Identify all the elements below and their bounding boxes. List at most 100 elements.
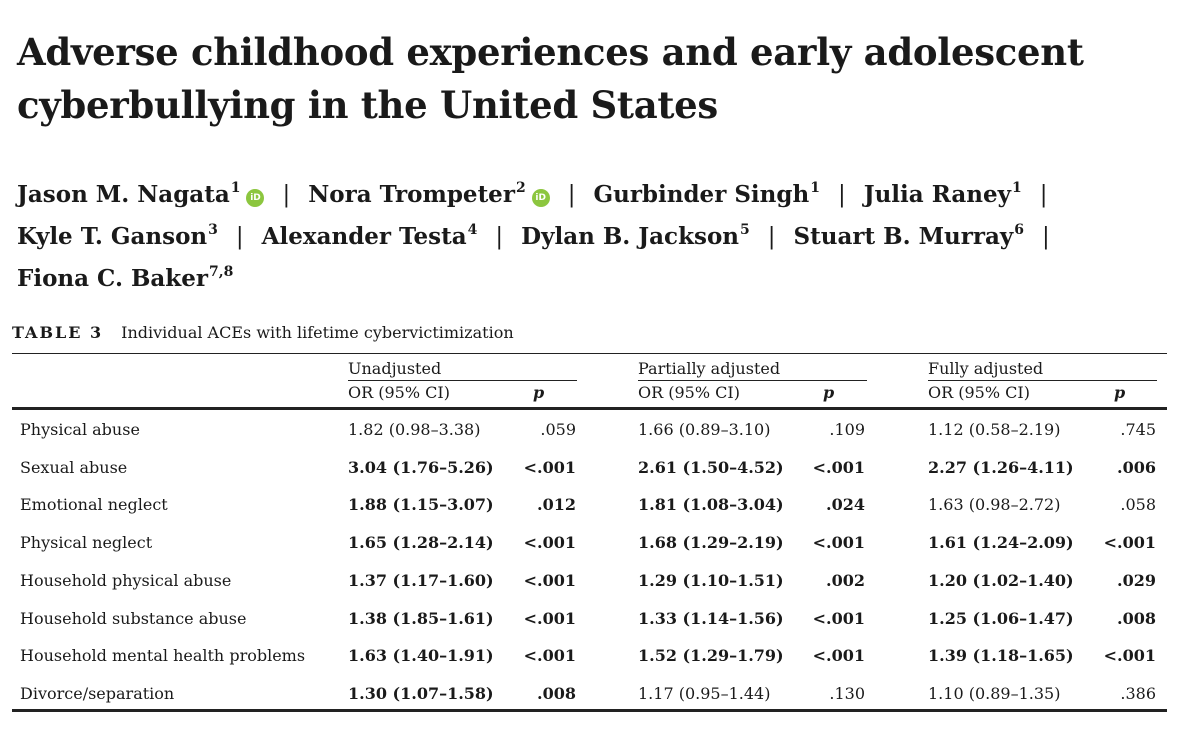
author-affiliation: 4 [467,222,478,238]
col-header-or: OR (95% CI) [348,383,450,402]
author-affiliation: 3 [208,222,218,238]
p-value-cell: .059 [540,420,576,439]
author-name: Fiona C. Baker [17,265,208,292]
author-separator: | [235,224,244,250]
author[interactable]: Dylan B. Jackson5 [521,223,750,250]
author[interactable]: Nora Trompeter2 iD [308,180,550,208]
author-separator: | [495,224,504,250]
col-header-p: p [823,383,835,402]
odds-ratio-cell: 2.61 (1.50–4.52) [638,457,784,477]
author[interactable]: Gurbinder Singh1 [593,181,820,208]
author-name: Nora Trompeter [308,181,515,208]
author-name: Stuart B. Murray [793,223,1014,250]
author[interactable]: Jason M. Nagata1 iD [17,180,265,208]
p-value-cell: .130 [829,683,865,703]
p-value-cell: <.001 [812,457,865,477]
table-bottom-rule [12,709,1167,712]
group-header-partially-adjusted: Partially adjusted [638,359,781,378]
author-affiliation: 1 [230,180,241,196]
table-caption: TABLE 3 Individual ACEs with lifetime cyb… [12,323,514,342]
author-name: Alexander Testa [261,223,467,250]
odds-ratio-cell: 1.63 (1.40–1.91) [348,646,494,666]
odds-ratio-cell: 1.68 (1.29–2.19) [638,533,784,553]
odds-ratio-cell: 1.82 (0.98–3.38) [348,420,481,439]
orcid-icon[interactable]: iD [531,189,550,207]
author[interactable]: Fiona C. Baker7,8 [17,265,233,292]
article-title: Adverse childhood experiences and early … [17,30,1084,127]
author[interactable]: Kyle T. Ganson3 [17,223,218,250]
p-value-cell: .109 [829,420,865,439]
table-row: Physical abuse 1.82 (0.98–3.38) .059 1.66 (… [12,411,1167,449]
row-label: Physical neglect [20,533,153,553]
odds-ratio-cell: 1.33 (1.14–1.56) [638,608,784,628]
col-header-p: p [1114,383,1126,402]
p-value-cell: .024 [826,495,865,515]
odds-ratio-cell: 1.63 (0.98–2.72) [928,495,1061,515]
row-label: Divorce/separation [20,683,175,703]
row-label: Sexual abuse [20,457,128,477]
p-value-cell: <.001 [1103,646,1156,666]
table-row: Physical neglect 1.65 (1.28–2.14) <.001 1.6… [12,524,1167,562]
odds-ratio-cell: 1.61 (1.24–2.09) [928,533,1074,553]
odds-ratio-cell: 1.10 (0.89–1.35) [928,683,1061,703]
odds-ratio-cell: 1.65 (1.28–2.14) [348,533,494,553]
author-separator: | [1039,182,1048,208]
author-separator: | [767,224,776,250]
p-value-cell: <.001 [812,646,865,666]
row-label: Physical abuse [20,420,140,439]
author-affiliation: 1 [1011,180,1022,196]
author[interactable]: Stuart B. Murray6 [794,223,1025,250]
col-header-or: OR (95% CI) [638,383,740,402]
author[interactable]: Julia Raney1 [864,181,1022,208]
author-line: Kyle T. Ganson3 | Alexander Testa4 | Dylan B… [17,216,1167,258]
odds-ratio-cell: 1.30 (1.07–1.58) [348,683,494,703]
p-value-cell: .012 [537,495,576,515]
author-line: Fiona C. Baker7,8 [17,258,1167,299]
odds-ratio-cell: 1.38 (1.85–1.61) [348,608,494,628]
table-row: Household physical abuse 1.37 (1.17–1.60)… [12,562,1167,600]
table-row: Sexual abuse 3.04 (1.76–5.26) <.001 2.61 (1… [12,449,1167,487]
row-label: Household physical abuse [20,570,232,590]
p-value-cell: .008 [537,683,576,703]
author-name: Gurbinder Singh [593,181,810,208]
table-row: Divorce/separation 1.30 (1.07–1.58) .008 1.… [12,675,1167,713]
p-value-cell: .745 [1120,420,1156,439]
author-name: Julia Raney [863,181,1011,208]
group-rule [348,380,577,381]
author[interactable]: Alexander Testa4 [262,223,478,250]
col-header-p: p [533,383,545,402]
author-affiliation: 2 [515,180,526,196]
p-value-cell: <.001 [523,608,576,628]
author-affiliation: 6 [1014,222,1025,238]
group-rule [638,380,867,381]
author-name: Jason M. Nagata [17,181,230,208]
author-affiliation: 1 [810,180,820,196]
author-separator: | [567,182,576,208]
table-caption-text: Individual ACEs with lifetime cybervicti… [121,323,514,342]
odds-ratio-cell: 1.17 (0.95–1.44) [638,683,771,703]
orcid-icon[interactable]: iD [246,189,265,207]
odds-ratio-cell: 1.66 (0.89–3.10) [638,420,771,439]
author-separator: | [282,182,291,208]
author-name: Kyle T. Ganson [17,223,208,250]
p-value-cell: <.001 [523,457,576,477]
author-affiliation: 7,8 [209,264,234,280]
table-top-rule [12,353,1167,354]
p-value-cell: <.001 [1103,533,1156,553]
table-row: Emotional neglect 1.88 (1.15–3.07) .012 1.8… [12,486,1167,524]
author-affiliation: 5 [740,222,750,238]
p-value-cell: <.001 [812,533,865,553]
odds-ratio-cell: 1.39 (1.18–1.65) [928,646,1074,666]
table-header-rule [12,407,1167,410]
group-header-fully-adjusted: Fully adjusted [928,359,1044,378]
p-value-cell: <.001 [523,533,576,553]
author-separator: | [1042,224,1050,250]
p-value-cell: .002 [826,570,865,590]
p-value-cell: .058 [1120,495,1156,515]
p-value-cell: .006 [1117,457,1156,477]
p-value-cell: .008 [1117,608,1156,628]
table-row: Household substance abuse 1.38 (1.85–1.61… [12,600,1167,638]
odds-ratio-cell: 1.20 (1.02–1.40) [928,570,1074,590]
p-value-cell: .029 [1117,570,1156,590]
odds-ratio-cell: 1.25 (1.06–1.47) [928,608,1074,628]
